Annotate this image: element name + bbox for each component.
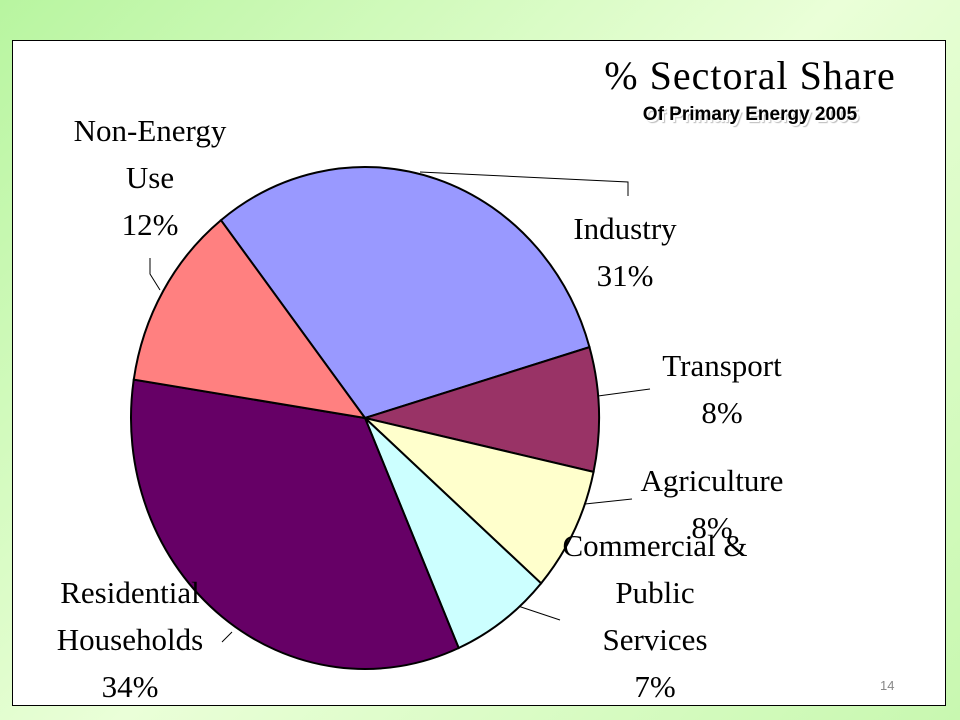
leader-line [419, 171, 629, 196]
leader-lines [149, 171, 651, 643]
slice-label: Non-Energy Use 12% [50, 107, 250, 248]
category-label: Non-Energy Use [73, 113, 227, 195]
value-label: 7% [634, 669, 676, 704]
pie-slice [364, 417, 543, 650]
slice-label: Residential Households 34% [40, 569, 220, 710]
pie-slice [132, 218, 368, 420]
category-label: Agriculture [640, 463, 784, 498]
slice-label: Transport 8% [630, 342, 814, 436]
leader-line [221, 631, 233, 643]
page-number: 14 [880, 678, 895, 693]
category-label: Residential Households [56, 575, 204, 657]
value-label: 12% [121, 207, 179, 242]
pie-slice [219, 166, 591, 420]
slice-label: Industry 31% [540, 205, 710, 299]
pie-slice [361, 416, 595, 585]
slice-label: Agriculture 8% [620, 457, 804, 551]
pie-slice [361, 345, 600, 474]
value-label: 31% [596, 258, 654, 293]
leader-line [584, 498, 633, 505]
pie [130, 166, 600, 670]
value-label: 8% [701, 395, 743, 430]
leader-line [514, 604, 561, 621]
leader-line [597, 388, 651, 397]
leader-line [149, 258, 161, 291]
category-label: Commercial & Public Services [562, 528, 748, 657]
chart-title: % Sectoral Share [604, 53, 896, 98]
category-label: Industry [573, 211, 677, 246]
chart-subtitle: Of Primary Energy 2005 [642, 104, 858, 125]
pie-slice [130, 378, 460, 670]
value-label: 34% [101, 669, 159, 704]
category-label: Transport [662, 348, 782, 383]
slice-label: Commercial & Public Services 7% [560, 522, 750, 710]
value-label: 8% [691, 510, 733, 545]
